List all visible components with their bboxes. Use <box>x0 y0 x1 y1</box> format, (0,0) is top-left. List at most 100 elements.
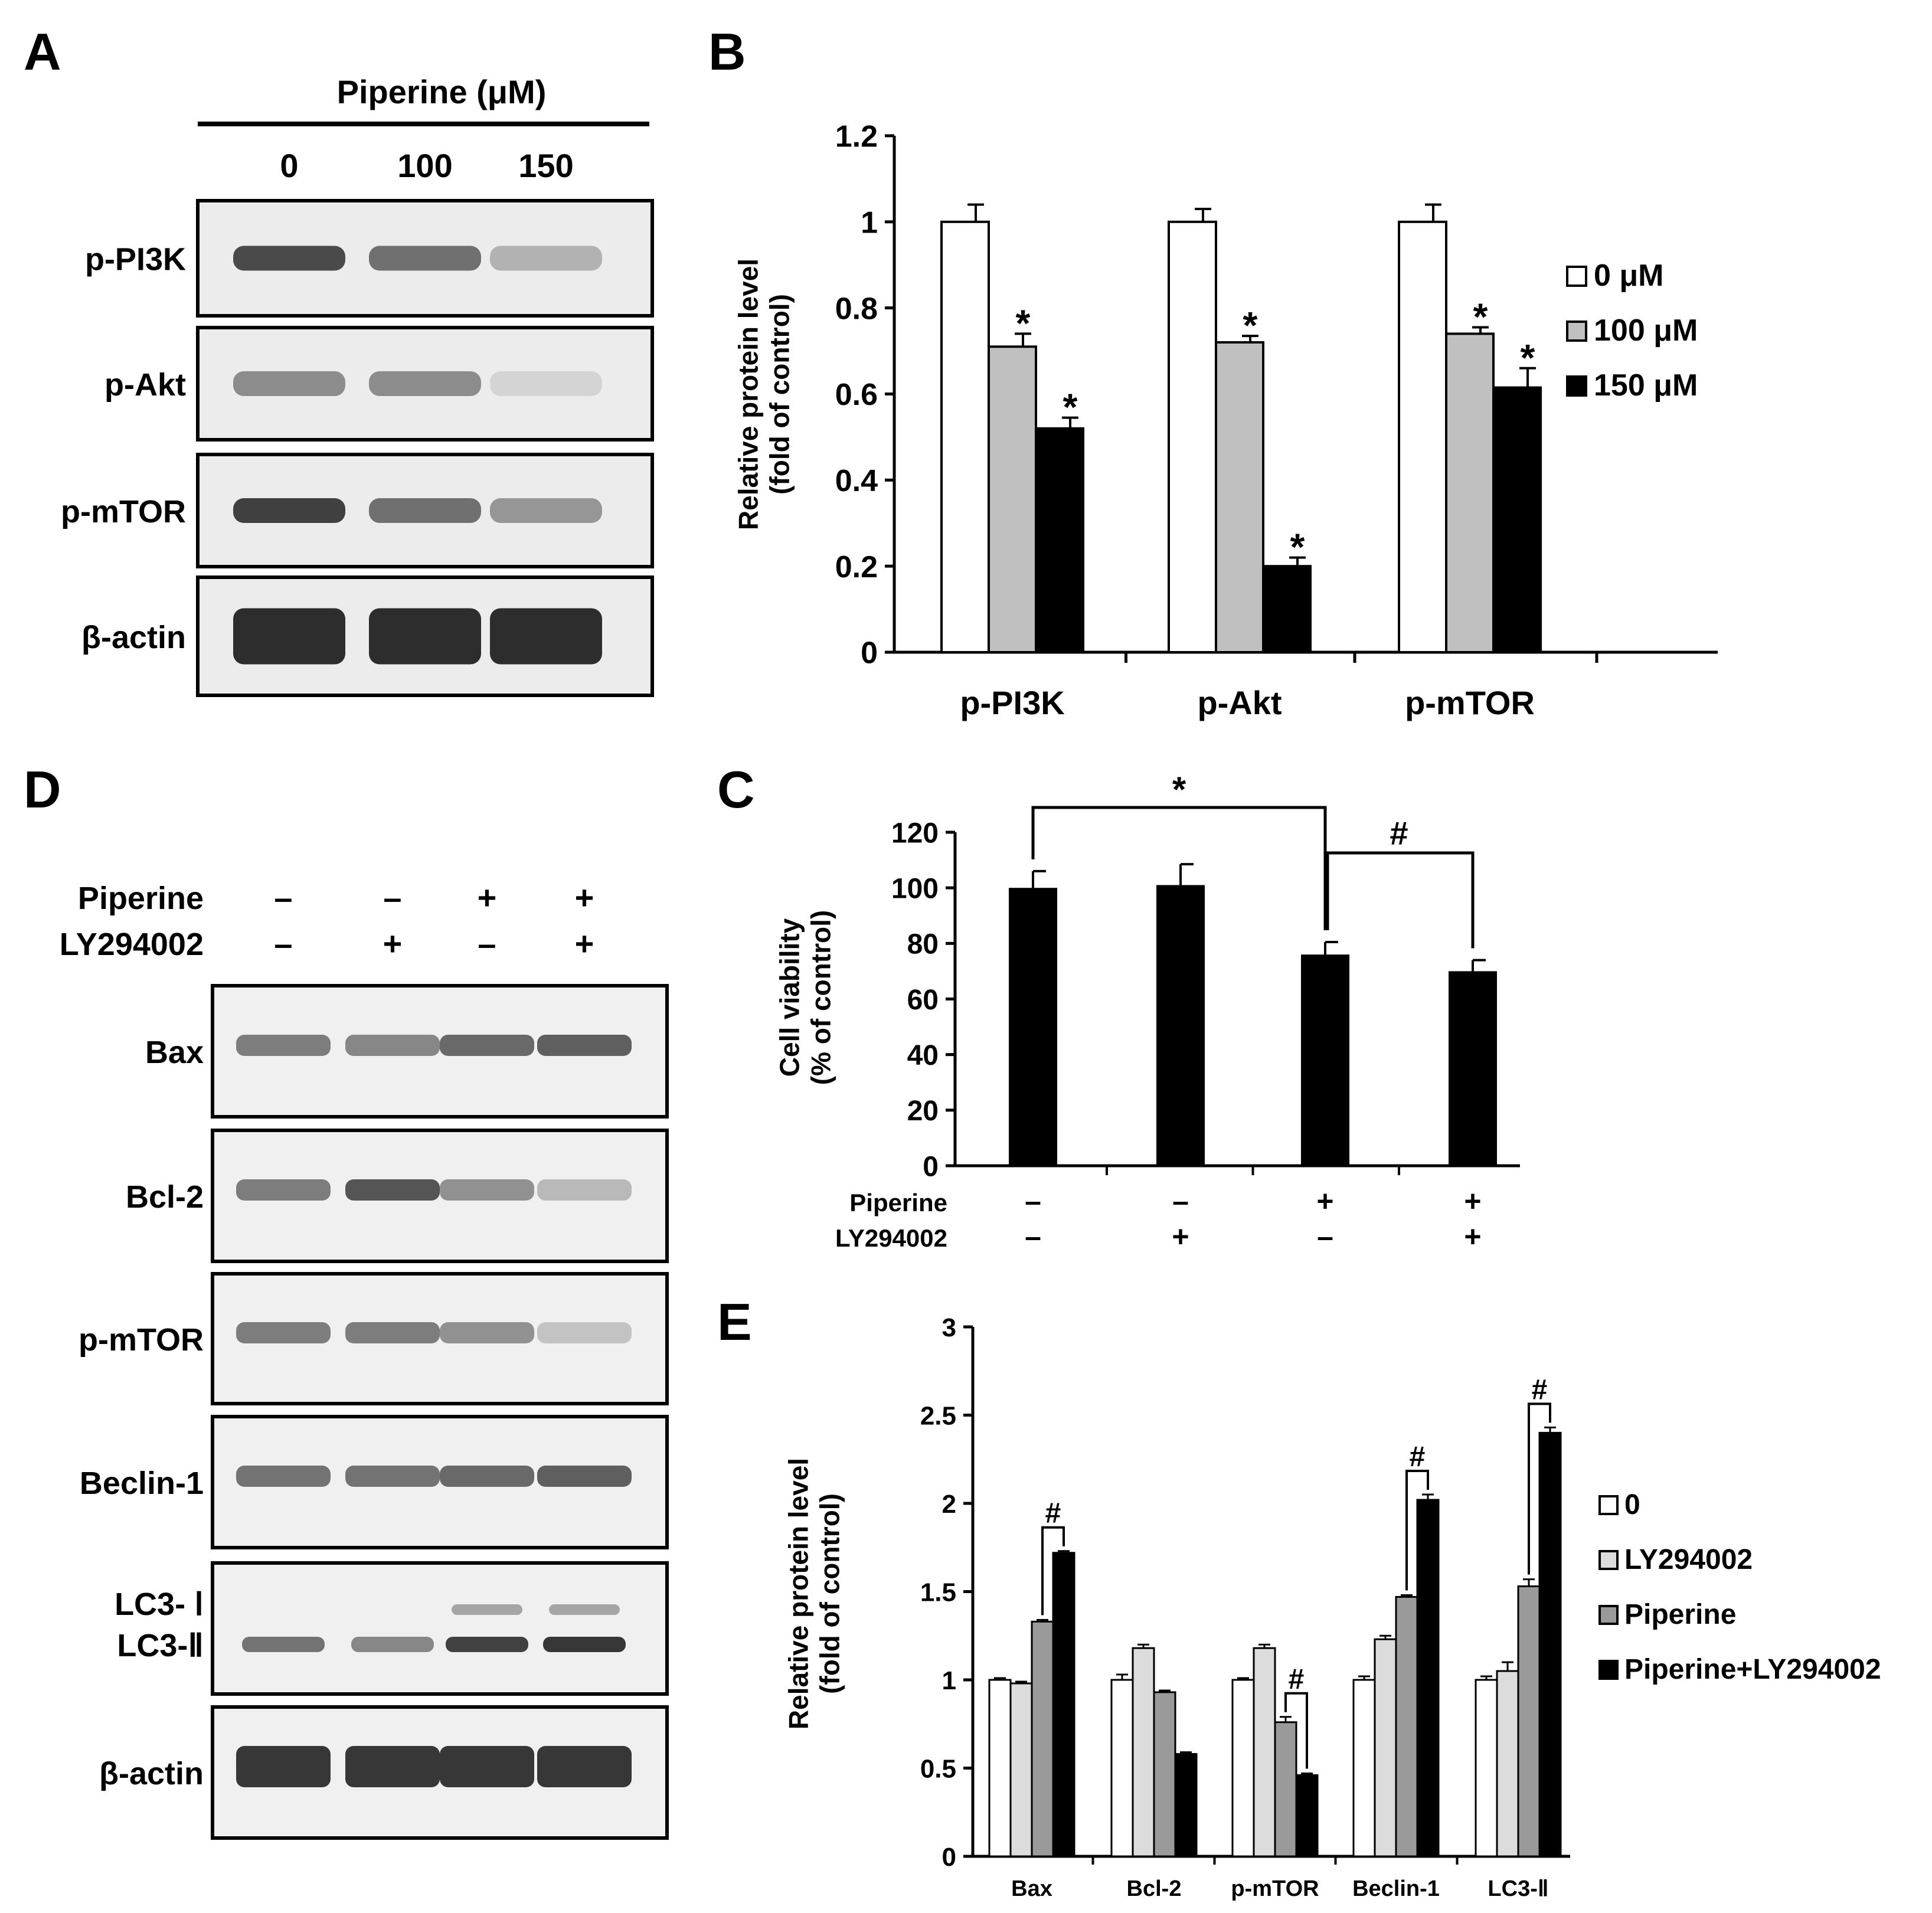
y-tick-label: 1.5 <box>920 1578 956 1607</box>
treatment-label: Piperine (μM) <box>337 73 547 110</box>
band <box>345 1746 440 1787</box>
panel-letter-a: A <box>24 22 61 81</box>
bar <box>1009 888 1057 1166</box>
treatment-sign: – <box>1025 1185 1041 1218</box>
legend-swatch <box>1566 266 1587 287</box>
band <box>537 1179 632 1201</box>
x-category-label: Bax <box>1011 1876 1052 1901</box>
legend-swatch <box>1566 321 1587 342</box>
band <box>236 1322 331 1343</box>
bar <box>1301 954 1349 1166</box>
bar <box>1009 1682 1033 1858</box>
treatment-sign: – <box>274 879 292 916</box>
significance-bracket <box>1041 1526 1065 1616</box>
row-label: p-Akt <box>104 367 186 403</box>
bar <box>940 220 990 654</box>
legend-label: LY294002 <box>1624 1544 1753 1575</box>
bar <box>1492 386 1542 653</box>
y-tick-label: 0.2 <box>835 550 878 584</box>
x-category-label: p-mTOR <box>1231 1876 1319 1901</box>
significance-mark: # <box>1289 1664 1305 1695</box>
treatment-sign: – <box>1172 1185 1189 1218</box>
bar <box>1253 1647 1276 1858</box>
band <box>440 1179 534 1201</box>
y-tick-label: 2.5 <box>920 1401 956 1430</box>
bar <box>1449 971 1497 1166</box>
significance-bracket <box>1326 851 1475 949</box>
y-tick-label: 20 <box>907 1096 939 1127</box>
band <box>345 1035 440 1056</box>
treatment-sign: – <box>274 925 292 962</box>
x-category-label: p-PI3K <box>960 684 1064 721</box>
x-category-label: p-Akt <box>1197 684 1282 721</box>
y-tick-label: 0.5 <box>920 1754 956 1783</box>
treatment-sign: – <box>383 879 401 916</box>
panel-b-chart: 0 0.2 0.4 0.6 0.8 1 1.2 Relative protein level(… <box>733 120 1718 721</box>
bar <box>1052 1552 1075 1858</box>
band <box>440 1035 534 1056</box>
y-tick-label: 100 <box>891 873 939 904</box>
y-tick-label: 80 <box>907 929 939 960</box>
band <box>369 371 481 396</box>
treatment-sign: + <box>575 879 594 916</box>
row-label: Bax <box>145 1035 204 1070</box>
panel-letter-d: D <box>24 760 61 819</box>
y-tick-label: 60 <box>907 985 939 1016</box>
bar <box>1262 565 1312 654</box>
treatment-sign: + <box>478 879 497 916</box>
panel-letter-b: B <box>708 22 746 81</box>
band <box>537 1035 632 1056</box>
treatment-sign: – <box>1025 1220 1041 1253</box>
significance-mark: * <box>1016 302 1031 344</box>
bar <box>1352 1679 1376 1858</box>
legend-swatch <box>1566 375 1587 397</box>
x-category-label: p-mTOR <box>1405 684 1535 721</box>
significance-mark: * <box>1243 304 1258 346</box>
bar <box>988 1679 1012 1858</box>
y-tick-label: 0 <box>861 636 878 671</box>
bar <box>1215 341 1264 653</box>
y-tick-label: 0.6 <box>835 378 878 412</box>
y-tick-label: 3 <box>942 1313 956 1342</box>
y-tick-label: 2 <box>942 1490 956 1519</box>
significance-bracket <box>1405 1470 1429 1591</box>
bar <box>1031 1620 1054 1858</box>
bar <box>1517 1585 1541 1858</box>
band <box>233 371 345 396</box>
blot-box <box>211 1561 669 1696</box>
legend-label: 150 μM <box>1594 368 1698 403</box>
band <box>537 1746 632 1787</box>
treatment-sign: – <box>478 925 496 962</box>
band <box>369 498 481 523</box>
legend-label: Piperine+LY294002 <box>1624 1654 1881 1685</box>
y-tick-label: 1.2 <box>835 120 878 154</box>
bar <box>1168 220 1217 654</box>
band <box>490 608 602 665</box>
significance-bracket <box>1284 1692 1308 1769</box>
significance-mark: # <box>1390 815 1408 852</box>
x-category-label: Bcl-2 <box>1127 1876 1182 1901</box>
band <box>236 1746 331 1787</box>
panel-d-western-blot: Piperine – – + + LY294002 – + – + Bax Bcl-2 p-mTOR Be… <box>60 879 669 1840</box>
legend-swatch <box>1598 1605 1619 1625</box>
bar <box>1496 1670 1519 1858</box>
x-category-label: LC3-Ⅱ <box>1488 1876 1548 1901</box>
significance-mark: # <box>1532 1374 1548 1405</box>
legend-label: Piperine <box>1624 1599 1736 1630</box>
treatment-name: Piperine <box>78 881 204 916</box>
bar <box>988 345 1037 653</box>
y-tick-label: 40 <box>907 1040 939 1071</box>
y-tick-label: 0 <box>923 1151 939 1182</box>
row-label: p-PI3K <box>85 242 186 277</box>
significance-bracket <box>1528 1402 1551 1575</box>
bar <box>1398 220 1447 654</box>
band <box>440 1466 534 1487</box>
band <box>490 246 602 271</box>
bar <box>1231 1679 1255 1858</box>
y-tick-label: 1 <box>861 206 878 240</box>
band <box>233 246 345 271</box>
row-label: β-actin <box>81 620 186 655</box>
legend-label: 0 μM <box>1594 259 1664 293</box>
bar <box>1274 1721 1297 1858</box>
row-label: p-mTOR <box>79 1322 204 1358</box>
